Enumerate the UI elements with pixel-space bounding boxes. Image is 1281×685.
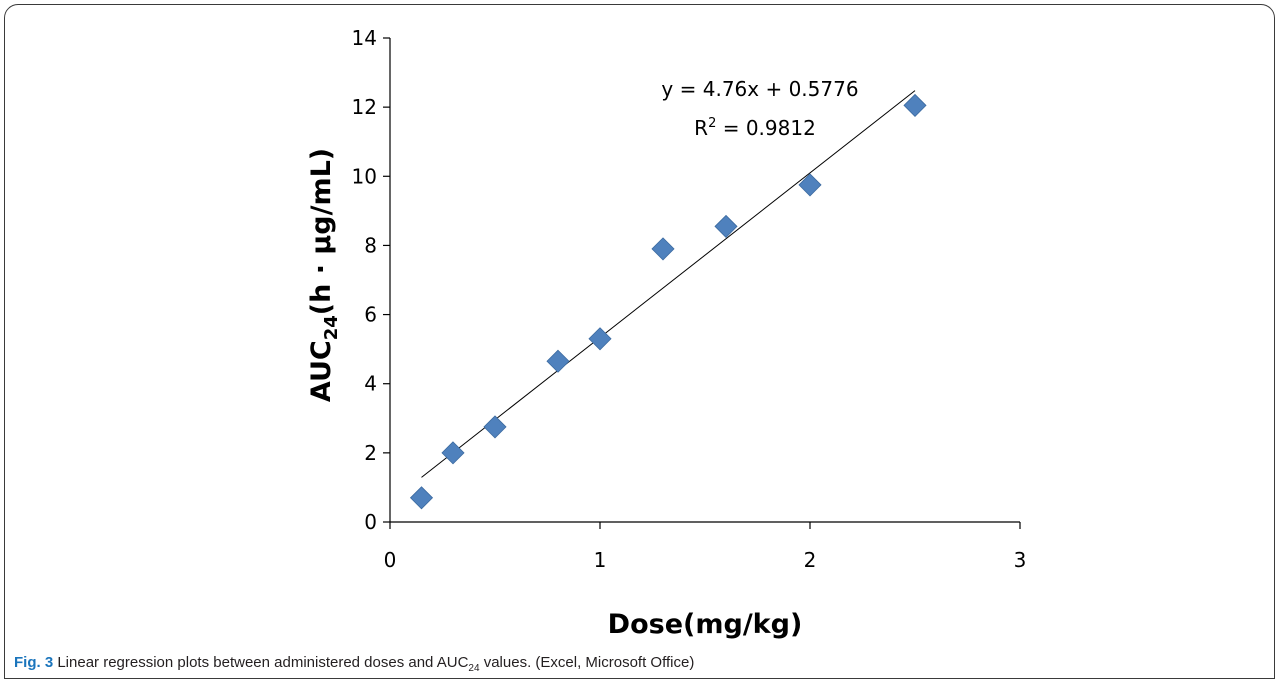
- y-tick-label: 14: [352, 26, 377, 50]
- trendline-equation: y = 4.76x + 0.5776: [661, 77, 858, 101]
- y-ticks: 0 2 4 6 8 10 12 14: [352, 26, 390, 534]
- figure-number: Fig. 3: [14, 654, 54, 671]
- data-point: [798, 173, 822, 197]
- caption-subscript: 24: [468, 663, 480, 674]
- y-tick-label: 10: [352, 164, 377, 188]
- y-tick-label: 8: [364, 233, 377, 257]
- data-point: [588, 327, 612, 351]
- y-tick-label: 0: [364, 510, 377, 534]
- data-point: [651, 237, 675, 261]
- r-squared-label: R2 = 0.9812: [694, 116, 816, 140]
- figure-frame: [4, 4, 1275, 679]
- x-axis-label: Dose(mg/kg): [608, 609, 803, 640]
- caption-text: Linear regression plots between administ…: [53, 654, 469, 671]
- y-tick-label: 6: [364, 303, 377, 327]
- x-tick-label: 3: [1014, 548, 1027, 572]
- data-points: [409, 93, 927, 510]
- trendline: [421, 90, 916, 478]
- y-tick-label: 12: [352, 95, 377, 119]
- y-tick-label: 2: [364, 441, 377, 465]
- x-tick-label: 1: [594, 548, 607, 572]
- data-point: [903, 93, 927, 117]
- y-axis-label: AUC24(h · µg/mL): [306, 148, 342, 402]
- figure-caption: Fig. 3 Linear regression plots between a…: [14, 654, 694, 674]
- x-tick-label: 2: [804, 548, 817, 572]
- data-point: [441, 441, 465, 465]
- data-point: [714, 214, 738, 238]
- caption-text-end: values. (Excel, Microsoft Office): [479, 654, 695, 671]
- data-point: [409, 486, 434, 510]
- y-tick-label: 4: [364, 372, 377, 396]
- data-point: [546, 349, 570, 373]
- x-tick-label: 0: [384, 548, 397, 572]
- data-point: [483, 415, 507, 439]
- x-ticks: 0 1 2 3: [384, 522, 1027, 572]
